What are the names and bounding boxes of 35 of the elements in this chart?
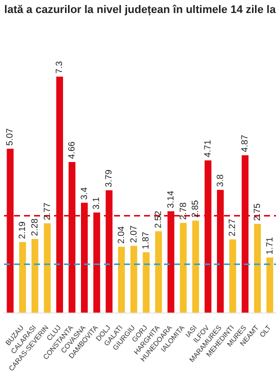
bar (155, 231, 162, 313)
data-label: 2.78 (178, 202, 188, 220)
data-label: 1.87 (140, 232, 151, 250)
data-label: 3.1 (91, 197, 102, 210)
data-label: 7.3 (54, 61, 64, 74)
bar (192, 220, 200, 313)
data-label: 2.52 (153, 210, 164, 228)
bar (32, 239, 38, 313)
bar (254, 224, 261, 313)
data-label: 3.14 (165, 190, 176, 208)
data-label: 2.77 (42, 202, 52, 220)
data-label: 2.27 (227, 218, 238, 236)
data-label: 3.79 (104, 170, 114, 188)
bar (266, 257, 274, 313)
bar (180, 222, 187, 313)
data-label: 2.19 (17, 221, 28, 239)
data-label: 2.75 (252, 203, 262, 221)
data-label: 2.85 (190, 200, 200, 218)
bar (142, 252, 150, 313)
bar (44, 223, 51, 313)
data-label: 3.8 (214, 174, 225, 187)
bar (19, 242, 26, 313)
data-label: 2.07 (128, 225, 138, 243)
data-label: 5.07 (4, 128, 15, 146)
data-label: 4.87 (240, 134, 250, 152)
data-label: 4.71 (202, 140, 212, 158)
chart-title: lată a cazurilor la nivel județean în ultimele 14 zile la (3, 3, 277, 18)
data-label: 3.4 (78, 187, 89, 200)
bar (118, 246, 125, 313)
bar (130, 246, 138, 313)
data-label: 4.66 (66, 142, 76, 160)
data-label: 2.04 (116, 226, 126, 244)
bar (229, 239, 236, 313)
data-label: 2.28 (29, 218, 40, 236)
data-label: 1.71 (264, 236, 274, 254)
